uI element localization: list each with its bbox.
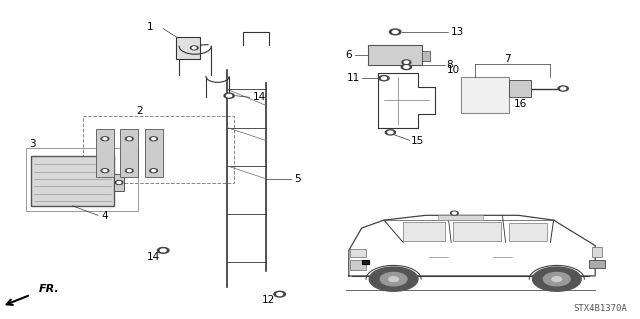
- Bar: [589, 260, 605, 268]
- Circle shape: [150, 137, 157, 141]
- Bar: [592, 247, 602, 257]
- Circle shape: [380, 272, 407, 286]
- Circle shape: [157, 248, 169, 253]
- Circle shape: [193, 47, 196, 49]
- Bar: [368, 45, 422, 65]
- Bar: [461, 77, 509, 113]
- Circle shape: [277, 293, 283, 295]
- Circle shape: [274, 291, 285, 297]
- Circle shape: [558, 86, 568, 91]
- Text: 1: 1: [147, 22, 154, 32]
- Bar: [453, 222, 501, 241]
- Text: 14: 14: [253, 92, 266, 102]
- Circle shape: [561, 87, 566, 90]
- Circle shape: [127, 138, 131, 140]
- Text: 11: 11: [346, 73, 360, 83]
- Bar: [120, 129, 138, 177]
- Text: 7: 7: [504, 54, 511, 64]
- Circle shape: [388, 277, 399, 282]
- Circle shape: [389, 29, 401, 35]
- Text: 5: 5: [294, 174, 301, 184]
- Circle shape: [452, 212, 456, 214]
- Circle shape: [404, 66, 409, 68]
- Circle shape: [392, 31, 398, 33]
- Circle shape: [191, 46, 198, 50]
- Circle shape: [125, 169, 133, 173]
- Bar: [350, 249, 366, 257]
- Circle shape: [101, 169, 109, 173]
- Text: FR.: FR.: [38, 284, 59, 294]
- Bar: [509, 80, 531, 97]
- Text: 15: 15: [411, 136, 424, 146]
- Circle shape: [117, 182, 121, 183]
- Bar: [114, 174, 124, 191]
- Bar: [31, 156, 114, 206]
- Circle shape: [401, 64, 412, 70]
- Circle shape: [379, 76, 389, 81]
- Circle shape: [224, 93, 234, 98]
- Circle shape: [402, 60, 411, 64]
- Bar: [350, 260, 366, 270]
- Circle shape: [101, 137, 109, 141]
- Text: 4: 4: [101, 211, 108, 221]
- Text: 2: 2: [136, 106, 143, 116]
- Circle shape: [369, 267, 418, 291]
- Circle shape: [543, 272, 570, 286]
- Circle shape: [388, 131, 393, 134]
- Bar: [403, 222, 445, 241]
- Circle shape: [532, 267, 581, 291]
- Circle shape: [152, 170, 156, 172]
- Text: STX4B1370A: STX4B1370A: [573, 304, 627, 313]
- Circle shape: [103, 138, 107, 140]
- Text: 10: 10: [447, 65, 460, 75]
- Bar: [176, 37, 200, 59]
- Circle shape: [381, 77, 387, 79]
- Bar: [145, 129, 163, 177]
- Circle shape: [150, 169, 157, 173]
- Bar: [509, 223, 547, 241]
- Circle shape: [125, 137, 133, 141]
- Text: 12: 12: [262, 295, 275, 306]
- Text: 16: 16: [513, 99, 527, 109]
- Circle shape: [160, 249, 166, 252]
- Bar: [362, 260, 369, 264]
- Bar: [26, 148, 138, 211]
- Circle shape: [404, 61, 409, 63]
- Text: 3: 3: [29, 138, 35, 149]
- Bar: [83, 116, 234, 183]
- Circle shape: [152, 138, 156, 140]
- Text: 6: 6: [346, 50, 352, 60]
- Circle shape: [115, 181, 123, 184]
- Circle shape: [227, 94, 232, 97]
- Text: 13: 13: [451, 27, 465, 37]
- Text: 8: 8: [447, 60, 453, 70]
- Bar: [438, 215, 483, 220]
- Bar: [422, 51, 430, 61]
- Circle shape: [552, 277, 562, 282]
- Bar: [96, 129, 114, 177]
- Circle shape: [451, 211, 458, 215]
- Circle shape: [127, 170, 131, 172]
- Circle shape: [103, 170, 107, 172]
- Circle shape: [385, 130, 396, 135]
- Text: 14: 14: [147, 252, 160, 263]
